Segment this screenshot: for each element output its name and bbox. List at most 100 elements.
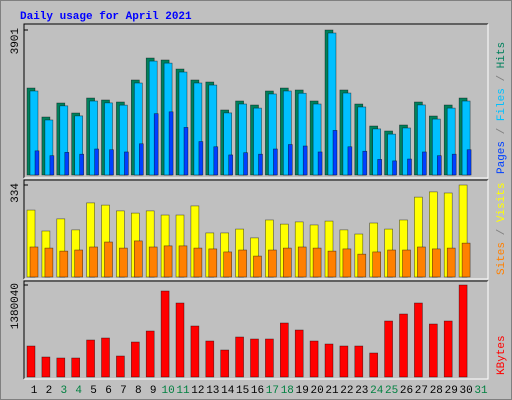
bar xyxy=(357,253,367,278)
bar xyxy=(422,151,427,176)
legend-entry: Pages xyxy=(496,141,508,174)
bar xyxy=(223,112,232,176)
bar xyxy=(175,302,185,378)
bar xyxy=(153,113,159,176)
bar xyxy=(458,284,468,378)
x-tick-label: 12 xyxy=(191,385,204,397)
legend: Sites / Visits xyxy=(496,183,508,275)
bar xyxy=(324,343,334,378)
bar xyxy=(417,104,426,176)
bar xyxy=(357,106,367,176)
bar xyxy=(104,102,113,176)
bar xyxy=(372,128,382,176)
bar xyxy=(282,90,292,176)
bar xyxy=(119,247,128,278)
bar xyxy=(109,149,114,176)
x-tick-label: 19 xyxy=(296,385,309,397)
bar xyxy=(178,71,188,176)
bar xyxy=(89,100,98,176)
bar xyxy=(294,329,304,378)
legend: KBytes xyxy=(496,335,508,375)
bar xyxy=(282,247,292,278)
bar xyxy=(220,349,229,378)
bar xyxy=(369,352,379,378)
bar xyxy=(104,241,113,278)
x-tick-label: 31 xyxy=(474,385,488,397)
x-tick-label: 23 xyxy=(355,385,368,397)
legend: Pages / Files / Hits xyxy=(496,42,508,174)
x-tick-label: 30 xyxy=(459,385,472,397)
bar xyxy=(372,251,382,278)
bar xyxy=(235,336,244,378)
bar xyxy=(339,345,349,378)
bar xyxy=(402,249,411,278)
bar xyxy=(238,103,247,176)
panel-bevel-light xyxy=(24,24,489,179)
bar xyxy=(297,246,307,278)
bar xyxy=(41,356,51,378)
bar xyxy=(44,247,54,278)
chart-title: Daily usage for April 2021 xyxy=(20,11,192,23)
bar xyxy=(29,246,39,278)
bar xyxy=(223,251,232,278)
bar xyxy=(354,345,364,378)
legend-entry: Visits xyxy=(496,183,508,223)
bar xyxy=(183,127,189,176)
x-tick-label: 20 xyxy=(310,385,323,397)
bar xyxy=(148,246,158,278)
bar xyxy=(26,345,36,378)
y-tick-label: 1380040 xyxy=(10,283,22,329)
bar xyxy=(205,340,215,378)
bar xyxy=(228,154,233,176)
bar xyxy=(213,146,219,176)
bar xyxy=(131,341,140,378)
bar xyxy=(49,155,55,176)
bar xyxy=(428,323,438,378)
bar xyxy=(64,152,70,176)
bar xyxy=(134,82,143,176)
bar xyxy=(414,302,423,378)
bar xyxy=(44,119,54,176)
bar xyxy=(287,144,293,176)
bar xyxy=(446,247,456,278)
bar xyxy=(74,115,83,176)
bar xyxy=(342,248,352,278)
bar xyxy=(59,105,69,176)
bar xyxy=(327,250,337,278)
bar xyxy=(160,290,170,378)
bar xyxy=(312,103,322,176)
x-tick-label: 9 xyxy=(150,385,157,397)
x-tick-label: 16 xyxy=(251,385,264,397)
x-tick-label: 11 xyxy=(176,385,190,397)
x-tick-label: 5 xyxy=(90,385,97,397)
legend-separator: / xyxy=(496,68,508,88)
bar xyxy=(377,159,383,176)
bar xyxy=(119,104,128,176)
y-tick-label: 3901 xyxy=(10,28,22,55)
bar xyxy=(466,149,472,176)
bar xyxy=(268,249,277,278)
x-tick-label: 2 xyxy=(46,385,53,397)
x-tick-label: 4 xyxy=(75,385,82,397)
bar xyxy=(101,337,110,378)
bar xyxy=(347,146,353,176)
bar xyxy=(279,322,289,378)
bar xyxy=(208,84,218,176)
bar xyxy=(74,249,83,278)
bar xyxy=(238,249,247,278)
bar xyxy=(250,338,259,378)
x-tick-label: 25 xyxy=(385,385,398,397)
bar xyxy=(124,151,129,176)
x-tick-label: 10 xyxy=(161,385,174,397)
x-tick-label: 8 xyxy=(135,385,142,397)
bar xyxy=(317,151,323,176)
bar xyxy=(145,330,155,378)
bar xyxy=(79,153,84,176)
bar xyxy=(253,107,262,176)
bar xyxy=(392,160,397,176)
bar xyxy=(190,325,200,378)
x-tick-label: 7 xyxy=(120,385,127,397)
bar xyxy=(193,247,203,278)
panel-bevel-light xyxy=(24,180,489,280)
